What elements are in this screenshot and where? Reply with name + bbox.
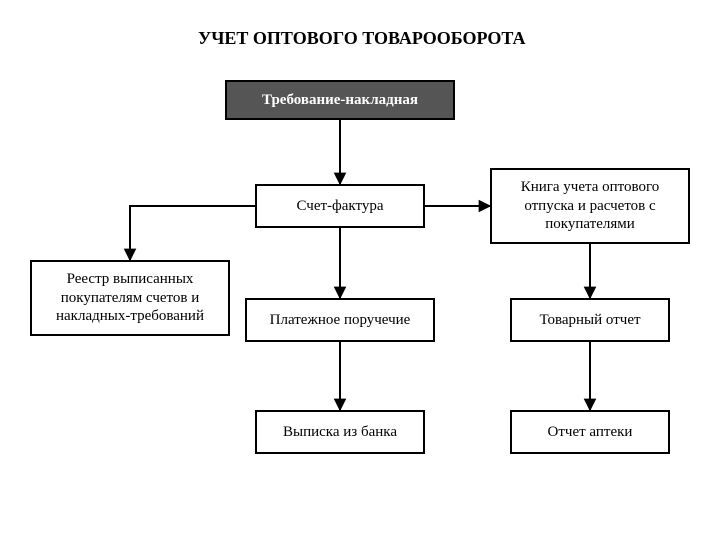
node-bank: Выписка из банка <box>255 410 425 454</box>
node-label: Требование-накладная <box>262 91 418 110</box>
node-payment: Платежное поручечие <box>245 298 435 342</box>
diagram-canvas: УЧЕТ ОПТОВОГО ТОВАРООБОРОТА Требование-н… <box>0 0 720 540</box>
node-invoice: Счет-фактура <box>255 184 425 228</box>
node-label: Отчет аптеки <box>548 423 633 442</box>
node-label: Платежное поручечие <box>270 311 411 330</box>
edge-invoice-to-registry <box>130 206 255 260</box>
page-title: УЧЕТ ОПТОВОГО ТОВАРООБОРОТА <box>198 28 526 49</box>
node-label: Выписка из банка <box>283 423 397 442</box>
node-ledger: Книга учета оптового отпуска и расчетов … <box>490 168 690 244</box>
node-label: Товарный отчет <box>539 311 640 330</box>
node-goods: Товарный отчет <box>510 298 670 342</box>
node-pharm: Отчет аптеки <box>510 410 670 454</box>
node-label: Книга учета оптового отпуска и расчетов … <box>498 178 682 234</box>
node-req: Требование-накладная <box>225 80 455 120</box>
node-label: Счет-фактура <box>296 197 383 216</box>
node-registry: Реестр выписанных покупателям счетов и н… <box>30 260 230 336</box>
node-label: Реестр выписанных покупателям счетов и н… <box>38 270 222 326</box>
